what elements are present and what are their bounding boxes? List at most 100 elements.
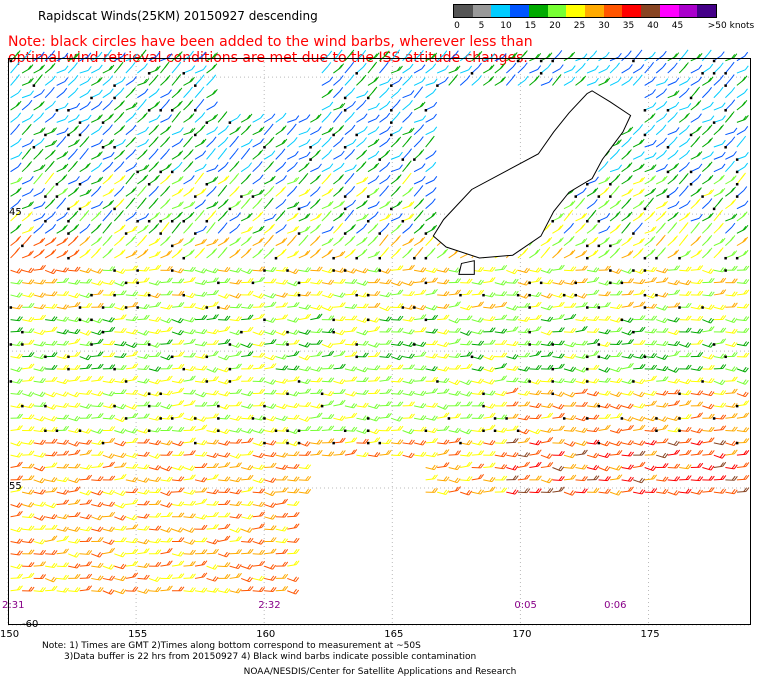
wind-barb [171,61,182,74]
wind-barb [701,49,712,62]
credit-line: NOAA/NESDIS/Center for Satellite Applica… [243,667,517,677]
legend-label: 15 [524,21,537,31]
wind-barb [21,49,32,62]
wind-barb [33,74,43,86]
overpass-time-label: 0:05 [514,600,537,611]
contamination-dot [355,72,358,75]
wind-barb [632,64,645,74]
wind-barb [171,74,182,86]
wind-barb [137,63,148,74]
wind-barb [148,74,159,86]
wind-barb [379,50,390,62]
wind-barb [621,64,633,74]
longitude-label: 160 [256,629,276,640]
wind-barb [10,74,20,86]
longitude-label: 165 [384,629,404,640]
wind-barb [413,49,424,62]
contamination-dot [712,59,716,63]
wind-barb [494,53,507,62]
legend-label: >50 knots [707,21,755,31]
wind-barb [91,76,103,86]
wind-speed-legend: 0 5 10 15 20 25 30 35 40 45 >50 knots [453,4,755,36]
wind-barb [460,65,473,74]
wind-barb [113,61,124,74]
wind-barb [436,65,449,74]
wind-barb [206,63,218,74]
wind-barb [333,75,344,86]
legend-label: 5 [478,21,485,31]
legend-swatch [678,5,698,17]
wind-barb [321,50,333,62]
legend-labels: 0 5 10 15 20 25 30 35 40 45 >50 knots [453,18,755,32]
overpass-time-label: 2:32 [258,600,281,611]
footnote-line-2: 3)Data buffer is 22 hrs from 20150927 4)… [64,652,477,662]
contamination-dot [632,59,635,63]
legend-label: 20 [549,21,561,31]
legend-swatch [603,5,623,17]
wind-barb [436,50,448,62]
legend-swatch [697,5,717,17]
wind-barb [505,62,517,74]
contamination-dot [551,59,554,63]
wind-barb [56,65,69,74]
contamination-dot [182,72,186,75]
wind-barb [206,74,217,86]
legend-swatch [622,5,642,17]
wind-barb [137,78,150,86]
wind-barb [125,62,136,74]
wind-barb [563,65,576,74]
contamination-dot [701,72,704,75]
wind-barb [736,65,749,74]
wind-barb [586,65,599,74]
wind-barb [655,50,667,62]
contamination-dot [194,84,197,87]
wind-barb [575,62,586,74]
contamination-dot [539,59,543,63]
overpass-time-label: 0:06 [604,600,627,611]
wind-barb [690,64,703,74]
wind-barb [79,66,92,74]
wind-barb [44,63,56,74]
wind-barb [102,49,112,62]
legend-swatch [659,5,679,17]
overpass-time-label: 2:31 [2,600,25,611]
wind-barb [333,63,345,74]
wind-barb [632,49,643,62]
wind-barb [517,62,528,74]
wind-barb [494,63,506,74]
wind-barb [552,50,563,62]
wind-barb [344,61,355,74]
latitude-label: 55 [9,481,22,493]
latitude-label: 45 [9,207,22,219]
wind-barb [321,62,332,74]
wind-barb [390,65,403,74]
wind-barb [194,74,205,86]
contamination-dot [539,72,543,75]
wind-barb [552,64,564,74]
wind-barb [425,63,437,74]
wind-barb [621,50,632,62]
wind-barb [367,61,378,74]
wind-barb [609,62,620,74]
legend-label: 35 [622,21,635,31]
legend-swatch [472,5,492,17]
contamination-dot [712,72,716,75]
legend-swatch [454,5,473,17]
wind-barb [379,61,389,74]
wind-barb [332,49,343,62]
contamination-dot [147,72,151,75]
wind-barb [529,53,542,62]
wind-barb [344,49,355,62]
footnote: Note: 1) Times are GMT 2)Times along bot… [42,641,476,663]
longitude-label: 170 [512,629,532,640]
legend-swatch [585,5,604,17]
wind-barb [402,63,414,74]
wind-barb [448,50,459,62]
wind-barb [33,64,45,74]
wind-barb [678,62,689,74]
wind-barb [79,77,92,86]
contamination-dot [32,84,36,87]
wind-barb [183,76,195,86]
